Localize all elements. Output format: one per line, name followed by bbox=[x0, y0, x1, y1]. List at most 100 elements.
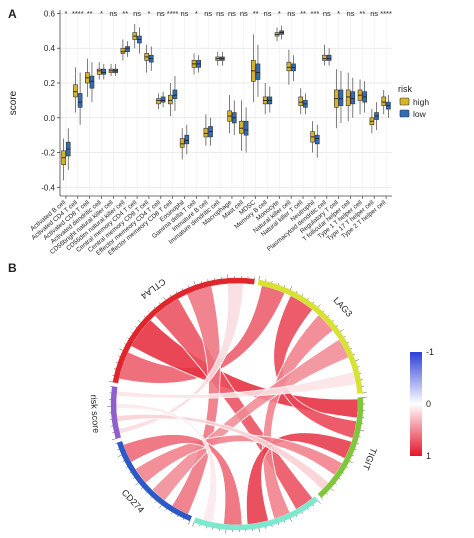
chord-tick bbox=[141, 487, 143, 490]
chord-tick bbox=[137, 319, 142, 323]
chord-tick bbox=[176, 515, 179, 518]
chord-tick bbox=[277, 282, 279, 285]
significance-labels: * **** ** * ns ** ns * ns **** ns * ns ns ns ns ** ns * ns *… bbox=[64, 9, 392, 18]
chord-tick bbox=[301, 294, 304, 297]
box-high bbox=[96, 62, 102, 80]
box-high bbox=[191, 53, 197, 75]
chord-tick bbox=[155, 500, 157, 503]
chord-tick bbox=[171, 512, 173, 515]
chord-tick bbox=[277, 523, 279, 526]
significance-label: * bbox=[278, 9, 281, 18]
chord-tick bbox=[108, 381, 113, 383]
colorbar-tick: 0 bbox=[426, 399, 431, 409]
chord-tick bbox=[143, 315, 146, 318]
chord-tick bbox=[312, 504, 315, 507]
box-body bbox=[184, 134, 190, 145]
chord-sectors bbox=[107, 274, 367, 534]
box-body bbox=[350, 91, 356, 105]
box-body bbox=[326, 54, 332, 61]
chord-sector-pdcd1 bbox=[193, 496, 319, 531]
panel-b-label: B bbox=[8, 261, 17, 275]
significance-label: ns bbox=[323, 9, 331, 18]
chord-tick bbox=[258, 275, 260, 280]
significance-label: **** bbox=[380, 9, 392, 18]
chord-tick bbox=[336, 324, 339, 327]
chord-tick bbox=[295, 515, 298, 518]
box-low bbox=[291, 55, 296, 82]
y-tick-label: 0.2 bbox=[44, 79, 56, 88]
chord-sector-tigit bbox=[317, 397, 364, 498]
box-high bbox=[310, 121, 315, 153]
box-high bbox=[322, 44, 327, 66]
box-low bbox=[137, 27, 142, 54]
chord-tick bbox=[355, 359, 360, 362]
chord-tick bbox=[330, 488, 334, 492]
chord-tick bbox=[135, 482, 139, 486]
chord-tick bbox=[135, 326, 137, 328]
chord-tick bbox=[113, 368, 116, 370]
significance-label: ** bbox=[253, 9, 259, 18]
box-low bbox=[65, 128, 71, 170]
box-high bbox=[203, 114, 209, 146]
chord-tick bbox=[115, 361, 119, 363]
box-low bbox=[208, 117, 213, 146]
box-high bbox=[239, 100, 244, 151]
box-low bbox=[279, 25, 284, 40]
box-low bbox=[172, 76, 178, 111]
chord-tick bbox=[307, 508, 309, 511]
legend-label-low: low bbox=[413, 109, 427, 119]
significance-label: ** bbox=[359, 9, 365, 18]
chord-tick bbox=[118, 355, 121, 357]
significance-label: ns bbox=[347, 9, 355, 18]
chord-tick bbox=[360, 429, 365, 432]
chord-tick bbox=[111, 438, 116, 441]
box-low bbox=[184, 124, 190, 155]
chord-links bbox=[115, 282, 359, 526]
box-low bbox=[338, 70, 344, 123]
box-high bbox=[334, 69, 339, 129]
chord-tick bbox=[347, 341, 350, 344]
chord-tick bbox=[165, 508, 168, 511]
chord-tick bbox=[170, 294, 172, 297]
box-low bbox=[148, 46, 154, 71]
y-tick-label: -0.4 bbox=[41, 183, 55, 192]
chord-tick bbox=[182, 518, 185, 521]
significance-label: * bbox=[147, 9, 150, 18]
significance-label: ns bbox=[181, 9, 189, 18]
significance-label: ** bbox=[300, 9, 306, 18]
box-body bbox=[243, 120, 249, 136]
box-body bbox=[101, 68, 107, 75]
box-high bbox=[132, 23, 138, 49]
legend: risk high low bbox=[398, 84, 429, 119]
significance-label: ns bbox=[264, 9, 272, 18]
box-low bbox=[243, 107, 249, 153]
box-low bbox=[314, 124, 320, 158]
chord-tick bbox=[148, 311, 151, 313]
chord-tick bbox=[119, 348, 124, 351]
box-body bbox=[179, 138, 185, 148]
chord-tick bbox=[307, 297, 309, 300]
box-high bbox=[286, 49, 292, 85]
chord-tick bbox=[158, 302, 161, 305]
y-axis: -0.4 -0.2 0.0 0.2 0.4 0.6 bbox=[41, 9, 61, 196]
box-body bbox=[203, 127, 209, 138]
significance-label: ns bbox=[216, 9, 224, 18]
chord-tick bbox=[352, 455, 355, 457]
chord-tick bbox=[192, 522, 195, 527]
chord-sector-cd274 bbox=[116, 441, 192, 522]
box-low bbox=[89, 62, 95, 103]
box-low bbox=[326, 48, 332, 66]
box-low bbox=[255, 44, 261, 97]
significance-label: * bbox=[337, 9, 340, 18]
y-tick-label: 0.4 bbox=[44, 44, 56, 53]
box-low bbox=[125, 41, 130, 57]
chord-tick bbox=[132, 477, 135, 479]
chord-tick bbox=[118, 454, 122, 457]
box-high bbox=[381, 89, 387, 115]
chord-tick bbox=[356, 442, 359, 444]
box-low bbox=[196, 55, 201, 73]
box-high bbox=[215, 51, 221, 66]
box-body bbox=[338, 89, 344, 106]
